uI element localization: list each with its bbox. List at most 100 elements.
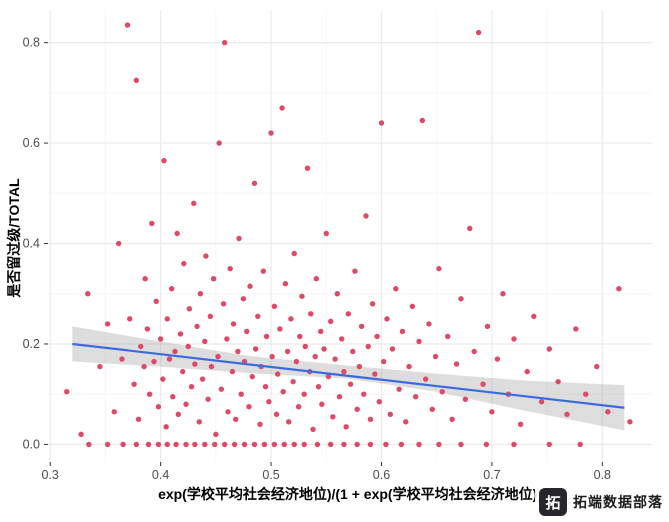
data-point [302,343,308,350]
data-point [483,441,490,448]
data-point [78,431,84,438]
data-point [555,378,561,385]
data-point [445,333,451,340]
data-point [334,291,341,297]
data-point [332,356,338,362]
data-point [185,343,191,350]
x-tick-label: 0.3 [42,468,59,482]
data-point [594,363,600,370]
data-point [64,388,70,395]
data-point [220,301,227,307]
data-point [354,406,360,412]
data-point [416,441,422,448]
data-point [174,230,180,237]
data-point [197,291,204,297]
data-point [389,346,396,352]
data-point [419,117,426,124]
data-point [273,411,280,417]
data-point [429,406,435,412]
data-point [367,441,374,448]
data-point [399,328,406,335]
data-point [605,409,611,415]
data-point [347,381,354,387]
data-point [314,441,321,448]
data-point [155,441,162,448]
data-point [439,388,445,395]
data-point [403,419,409,425]
data-point [151,358,157,365]
data-point [240,296,247,302]
data-point [564,411,570,417]
data-point [161,157,167,164]
data-point [616,286,622,292]
data-point [291,441,297,448]
data-point [188,383,195,390]
data-point [546,441,553,448]
data-point [494,356,501,362]
data-point [284,348,291,355]
data-point [336,394,343,400]
data-point [153,298,159,304]
x-tick-label: 0.7 [483,468,500,482]
y-tick-label: 0.2 [23,337,40,351]
data-point [361,391,367,397]
data-point [194,323,200,330]
data-point [166,356,173,362]
y-axis-title: 是否留过级/TOTAL [6,178,22,298]
data-point [280,388,286,395]
data-point [325,373,332,380]
data-point [203,253,209,259]
data-point [471,348,477,355]
data-point [249,373,255,380]
data-point [191,200,197,207]
data-point [251,180,258,186]
data-point [145,441,152,448]
data-point [210,275,217,282]
data-point [313,275,320,282]
confidence-band [72,326,625,431]
data-point [299,293,305,299]
data-point [318,328,324,335]
data-point [192,441,198,448]
data-point [383,441,389,448]
data-point [212,441,218,448]
data-point [238,391,244,397]
data-point [133,441,140,448]
data-point [173,441,179,448]
data-point [196,419,202,425]
data-point [230,321,237,327]
data-point [160,376,166,382]
data-point [271,303,278,310]
data-point [199,376,206,382]
data-point [142,275,148,282]
data-point [354,441,360,448]
data-point [577,441,583,448]
x-tick-label: 0.8 [594,468,611,482]
x-tick-label: 0.4 [152,468,169,482]
data-point [323,230,329,237]
data-point [531,313,537,320]
data-point [413,394,419,400]
data-point [376,399,382,405]
data-point [262,383,269,390]
data-point [308,311,314,317]
data-point [115,240,122,247]
data-point [281,441,287,448]
data-point [104,441,111,448]
data-point [221,441,228,448]
data-point [235,348,241,355]
data-point [458,296,464,302]
watermark-logo-icon: 拓 [539,488,567,516]
data-point [290,378,296,385]
data-point [215,353,221,360]
data-point [310,426,316,433]
data-point [573,326,579,332]
data-point [295,404,302,410]
watermark-text: 拓端数据部落 [573,494,663,510]
data-point [343,424,349,430]
data-point [356,363,363,370]
data-point [261,441,268,448]
data-point [341,441,347,448]
data-point [221,39,228,46]
